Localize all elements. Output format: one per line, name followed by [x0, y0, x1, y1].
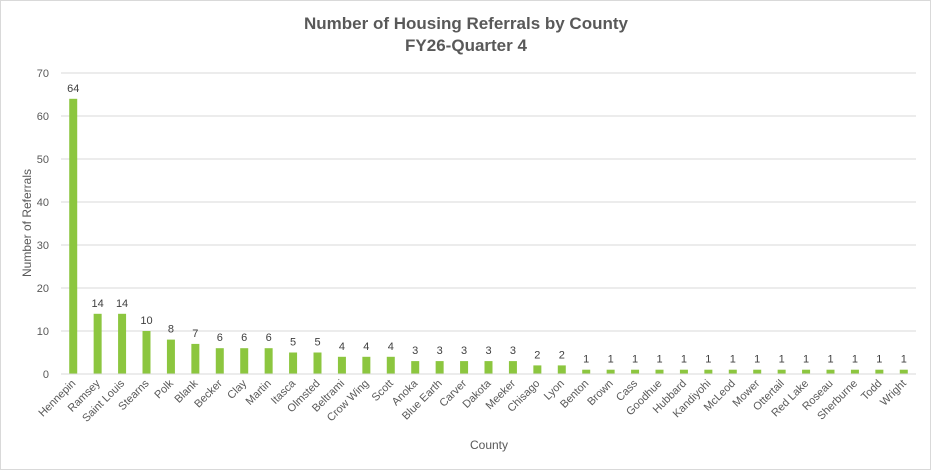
data-label: 8: [168, 324, 174, 336]
y-axis-title: Number of Referrals: [20, 169, 34, 277]
bar: [166, 339, 175, 374]
bar: [460, 361, 469, 374]
bar: [704, 369, 713, 374]
x-tick-label: Wright: [878, 378, 909, 409]
bar: [753, 369, 762, 374]
bar: [777, 369, 786, 374]
data-label: 1: [803, 354, 809, 366]
bar: [606, 369, 615, 374]
bar: [826, 369, 835, 374]
bar: [264, 348, 273, 374]
data-label: 3: [510, 345, 516, 357]
bar: [289, 352, 298, 374]
y-tick-label: 70: [37, 68, 49, 80]
data-label: 1: [827, 354, 833, 366]
data-label: 4: [363, 341, 369, 353]
y-axis-ticks: 0 10 20 30 40 50 60 70: [37, 68, 49, 381]
bar: [362, 356, 371, 374]
bar: [337, 356, 346, 374]
bar: [142, 331, 151, 374]
y-tick-label: 10: [37, 326, 49, 338]
bar: [435, 361, 444, 374]
bar: [728, 369, 737, 374]
data-label: 14: [116, 298, 128, 310]
data-label: 6: [217, 332, 223, 344]
bar: [533, 365, 542, 374]
bars: [69, 98, 908, 375]
x-axis-title: County: [470, 438, 508, 452]
data-label: 7: [192, 328, 198, 340]
data-label: 3: [485, 345, 491, 357]
data-label: 1: [656, 354, 662, 366]
data-label: 2: [534, 349, 540, 361]
bar: [118, 313, 127, 374]
y-tick-label: 60: [37, 111, 49, 123]
data-label: 1: [608, 354, 614, 366]
data-label: 1: [779, 354, 785, 366]
data-label: 3: [461, 345, 467, 357]
data-label: 1: [876, 354, 882, 366]
data-label: 1: [901, 354, 907, 366]
data-label: 6: [241, 332, 247, 344]
data-label: 1: [730, 354, 736, 366]
bar: [215, 348, 224, 374]
bar: [582, 369, 591, 374]
data-label: 3: [412, 345, 418, 357]
chart-title: Number of Housing Referrals by County: [304, 14, 629, 33]
y-tick-label: 30: [37, 240, 49, 252]
y-tick-label: 40: [37, 197, 49, 209]
bar: [191, 343, 200, 374]
data-label: 1: [852, 354, 858, 366]
data-label: 1: [632, 354, 638, 366]
gridlines: [61, 72, 916, 332]
data-label: 5: [314, 337, 320, 349]
bar: [899, 369, 908, 374]
data-labels: 64 14 14 10 8 7 6 6 6 5 5 4 4 4 3 3 3 3 3 2 2 1 1 1 1 1 1 1 1 1 1 1 1 1 1: [67, 83, 907, 366]
chart-subtitle: FY26-Quarter 4: [405, 36, 527, 55]
data-label: 1: [681, 354, 687, 366]
x-tick-label: Brown: [585, 378, 616, 409]
bar: [411, 361, 420, 374]
bar: [802, 369, 811, 374]
bar: [557, 365, 566, 374]
data-label: 14: [92, 298, 104, 310]
x-tick-label: Becker: [192, 377, 225, 410]
bar: [655, 369, 664, 374]
data-label: 4: [339, 341, 345, 353]
data-label: 1: [583, 354, 589, 366]
data-label: 6: [266, 332, 272, 344]
data-label: 1: [705, 354, 711, 366]
bar: [508, 361, 517, 374]
bar: [240, 348, 249, 374]
bar: [93, 313, 102, 374]
data-label: 3: [437, 345, 443, 357]
bar: [69, 98, 78, 375]
y-tick-label: 0: [43, 369, 49, 381]
data-label: 2: [559, 349, 565, 361]
x-tick-label: Martin: [244, 378, 274, 408]
data-label: 1: [754, 354, 760, 366]
bar: [386, 356, 395, 374]
bar: [313, 352, 322, 374]
data-label: 4: [388, 341, 394, 353]
bar: [631, 369, 640, 374]
bar: [484, 361, 493, 374]
data-label: 10: [140, 315, 152, 327]
bar: [875, 369, 884, 374]
y-tick-label: 50: [37, 154, 49, 166]
data-label: 5: [290, 337, 296, 349]
data-label: 64: [67, 83, 79, 95]
y-tick-label: 20: [37, 283, 49, 295]
bar: [679, 369, 688, 374]
bar: [850, 369, 859, 374]
